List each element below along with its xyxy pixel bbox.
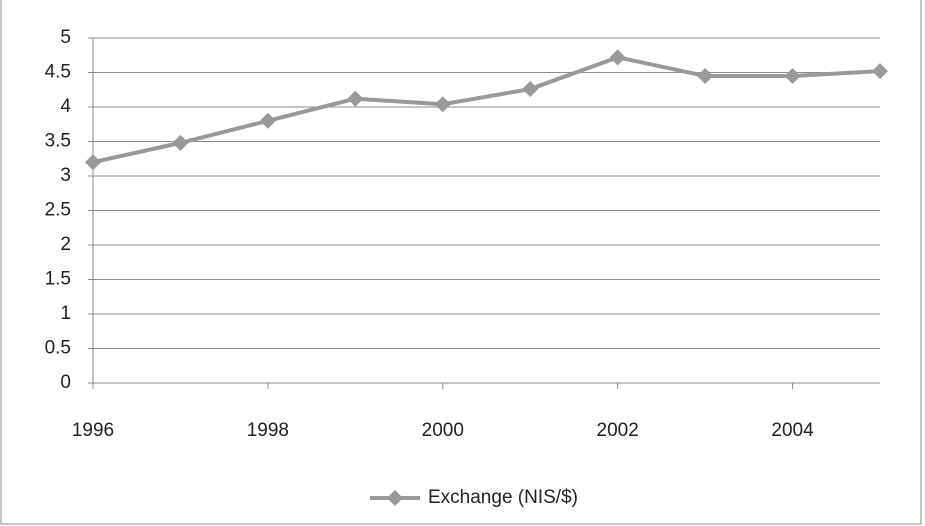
data-point xyxy=(434,96,451,113)
data-point xyxy=(522,81,539,98)
x-tick-label: 1996 xyxy=(72,420,114,441)
y-tick-label: 2.5 xyxy=(45,200,71,221)
y-tick-label: 1.5 xyxy=(45,269,71,290)
series-line xyxy=(92,55,881,165)
y-tick-label: 4.5 xyxy=(45,62,71,83)
y-tick-label: 0 xyxy=(60,372,71,393)
y-tick-label: 5 xyxy=(60,27,71,48)
data-point xyxy=(85,154,101,171)
data-point xyxy=(347,90,364,107)
y-tick-label: 0.5 xyxy=(45,338,71,359)
x-tick-label: 2000 xyxy=(422,420,464,441)
y-tick-label: 2 xyxy=(60,234,71,255)
y-tick-label: 3.5 xyxy=(45,131,71,152)
data-point xyxy=(697,67,714,84)
data-point xyxy=(872,63,888,80)
data-point xyxy=(784,67,801,84)
legend-label: Exchange (NIS/$) xyxy=(428,487,578,508)
legend-marker xyxy=(387,490,403,506)
x-tick-label: 2004 xyxy=(771,420,814,441)
data-point xyxy=(609,49,626,66)
y-tick-label: 3 xyxy=(60,165,71,186)
y-tick-label: 1 xyxy=(60,303,71,324)
x-tick-label: 1998 xyxy=(247,420,289,441)
data-point xyxy=(259,112,276,129)
x-tick-label: 2002 xyxy=(597,420,639,441)
y-tick-label: 4 xyxy=(60,96,71,117)
data-point xyxy=(172,134,189,151)
